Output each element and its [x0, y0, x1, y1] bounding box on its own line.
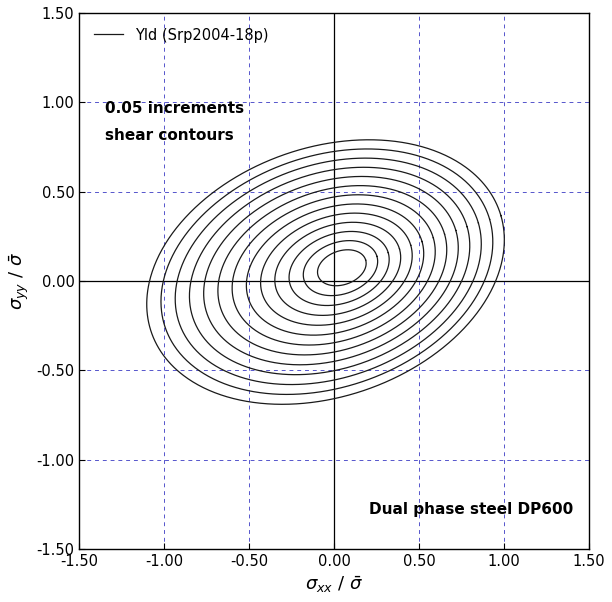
- Y-axis label: $\sigma_{yy}$ / $\bar{\sigma}$: $\sigma_{yy}$ / $\bar{\sigma}$: [7, 252, 31, 310]
- Text: 0.05 increments: 0.05 increments: [105, 101, 244, 116]
- Text: Dual phase steel DP600: Dual phase steel DP600: [369, 502, 573, 517]
- X-axis label: $\sigma_{xx}$ / $\bar{\sigma}$: $\sigma_{xx}$ / $\bar{\sigma}$: [305, 574, 363, 595]
- Text: shear contours: shear contours: [105, 128, 234, 143]
- Legend: Yld (Srp2004-18p): Yld (Srp2004-18p): [86, 20, 275, 50]
